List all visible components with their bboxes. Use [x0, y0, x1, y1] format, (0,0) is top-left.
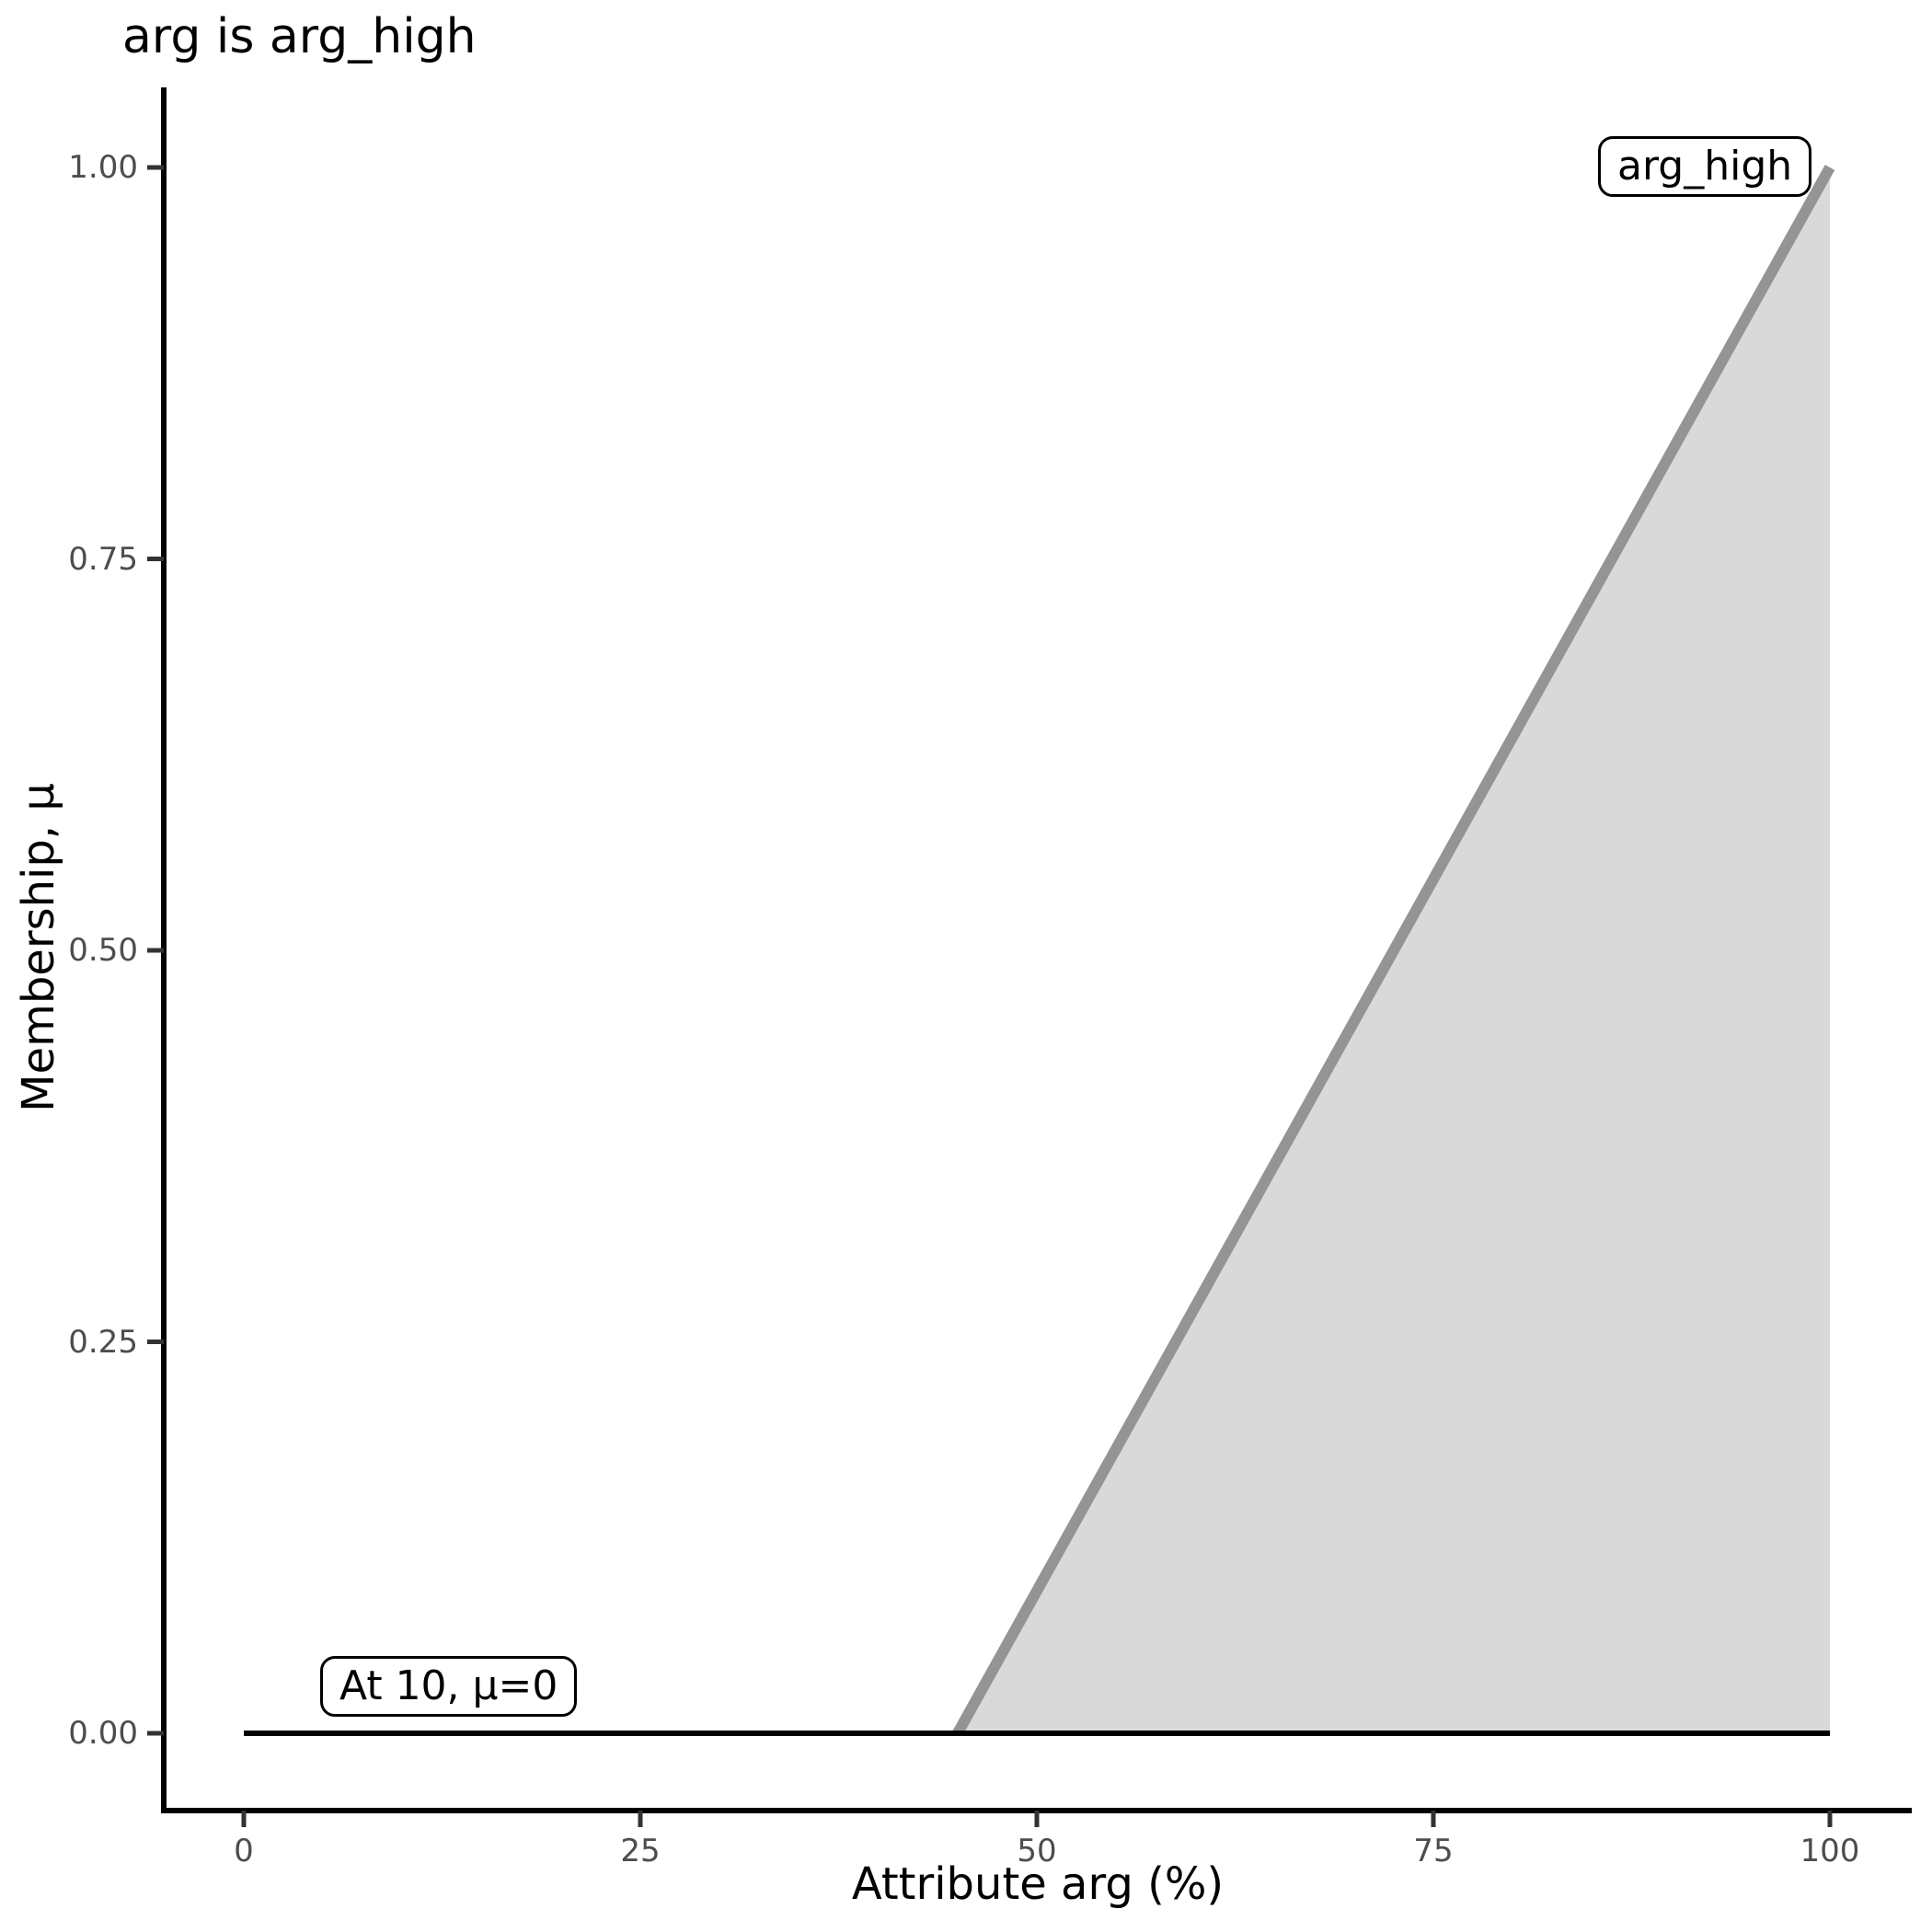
x-tick-label-0: 0 [234, 1833, 254, 1869]
x-axis-title: Attribute arg (%) [851, 1858, 1225, 1910]
membership-ramp-line [952, 165, 1835, 1736]
annotation-at-10-mu-0: At 10, μ=0 [320, 1656, 578, 1717]
y-tick-label-1.00: 1.00 [68, 149, 138, 186]
y-tick-label-0.00: 0.00 [68, 1715, 138, 1752]
chart-title: arg is arg_high [122, 9, 477, 64]
y-axis-title: Membership, μ [13, 783, 64, 1112]
x-tick-label-75: 75 [1413, 1833, 1454, 1869]
annotation-arg-high: arg_high [1598, 136, 1812, 197]
x-tick-label-100: 100 [1800, 1833, 1860, 1869]
x-tick-label-50: 50 [1017, 1833, 1057, 1869]
y-tick-label-0.25: 0.25 [68, 1324, 138, 1361]
x-tick-label-25: 25 [620, 1833, 661, 1869]
y-tick-label-0.75: 0.75 [68, 541, 138, 578]
y-tick-label-0.50: 0.50 [68, 932, 138, 969]
